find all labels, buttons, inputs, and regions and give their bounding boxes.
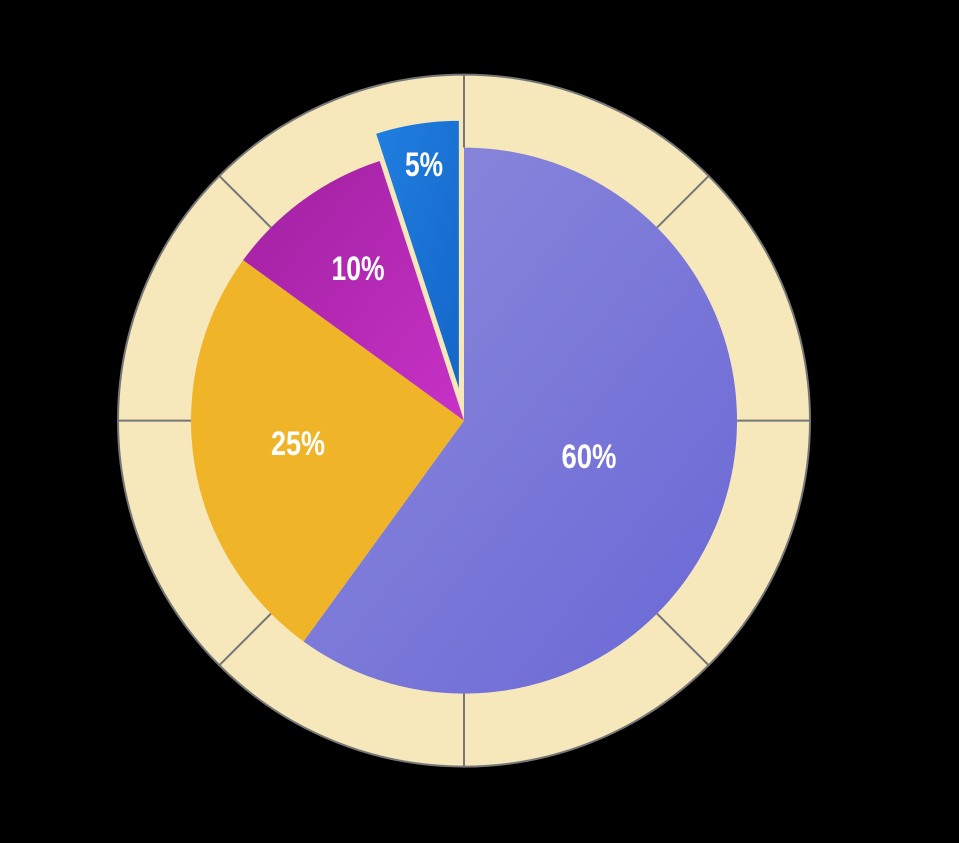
svg-text:5%: 5% <box>405 146 443 184</box>
svg-text:60%: 60% <box>562 438 617 476</box>
svg-text:10%: 10% <box>332 250 385 288</box>
svg-text:25%: 25% <box>271 425 325 463</box>
